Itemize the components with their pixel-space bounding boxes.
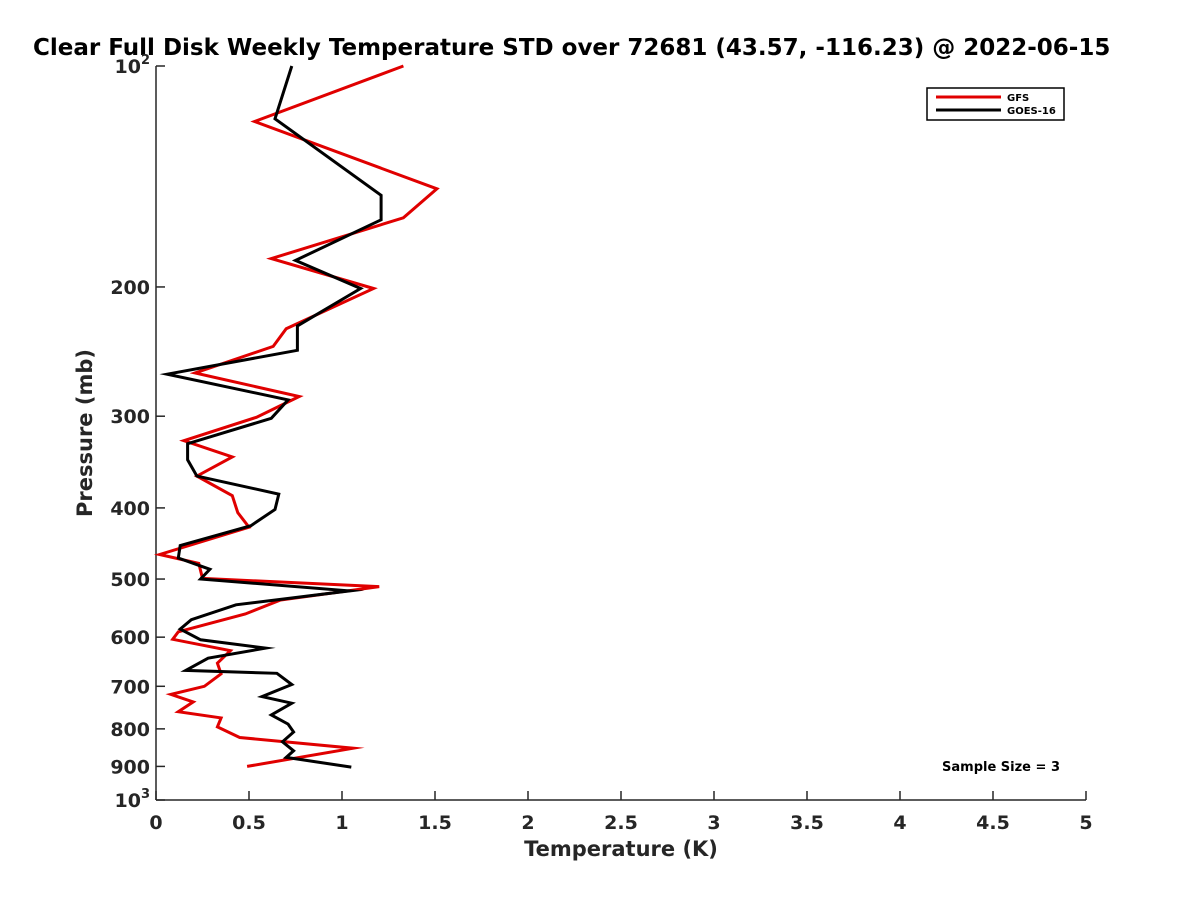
- x-tick-label: 1: [335, 812, 348, 834]
- x-tick-label: 3.5: [790, 812, 824, 834]
- y-tick-label: 500: [110, 569, 150, 591]
- sample-size-annotation: Sample Size = 3: [942, 760, 1060, 775]
- series-line-gfs: [153, 64, 440, 768]
- y-tick-label: 200: [110, 277, 150, 299]
- y-tick-label: 300: [110, 406, 150, 428]
- legend-box: [926, 87, 1065, 121]
- x-tick-label: 0.5: [232, 812, 266, 834]
- x-tick-label: 4: [893, 812, 906, 834]
- y-tick-label: 103: [115, 787, 151, 812]
- legend-label-goes-16: GOES-16: [1007, 106, 1056, 117]
- legend-label-gfs: GFS: [1007, 93, 1029, 104]
- x-axis-label: Temperature (K): [524, 837, 718, 861]
- series-line-goes-16: [159, 65, 383, 769]
- y-tick-label: 700: [110, 676, 150, 698]
- y-tick-label: 600: [110, 627, 150, 649]
- legend: GFS GOES-16: [926, 87, 1065, 121]
- x-tick-label: 2: [521, 812, 534, 834]
- y-tick-label: 900: [110, 756, 150, 778]
- x-tick-label: 0: [149, 812, 162, 834]
- plot-area: 0 0.5 1 1.5 2 2.5 3 3.5 4 4.5 5 102 200 300 400 500 600 7…: [110, 53, 1092, 834]
- x-tick-label: 3: [707, 812, 720, 834]
- y-axis-label: Pressure (mb): [73, 349, 97, 517]
- x-tick-label: 2.5: [604, 812, 638, 834]
- chart-title: Clear Full Disk Weekly Temperature STD o…: [33, 35, 1110, 61]
- y-tick-label: 800: [110, 719, 150, 741]
- y-tick-label: 102: [115, 53, 151, 78]
- x-tick-label: 1.5: [418, 812, 452, 834]
- x-tick-label: 5: [1079, 812, 1092, 834]
- y-tick-label: 400: [110, 498, 150, 520]
- x-tick-label: 4.5: [976, 812, 1010, 834]
